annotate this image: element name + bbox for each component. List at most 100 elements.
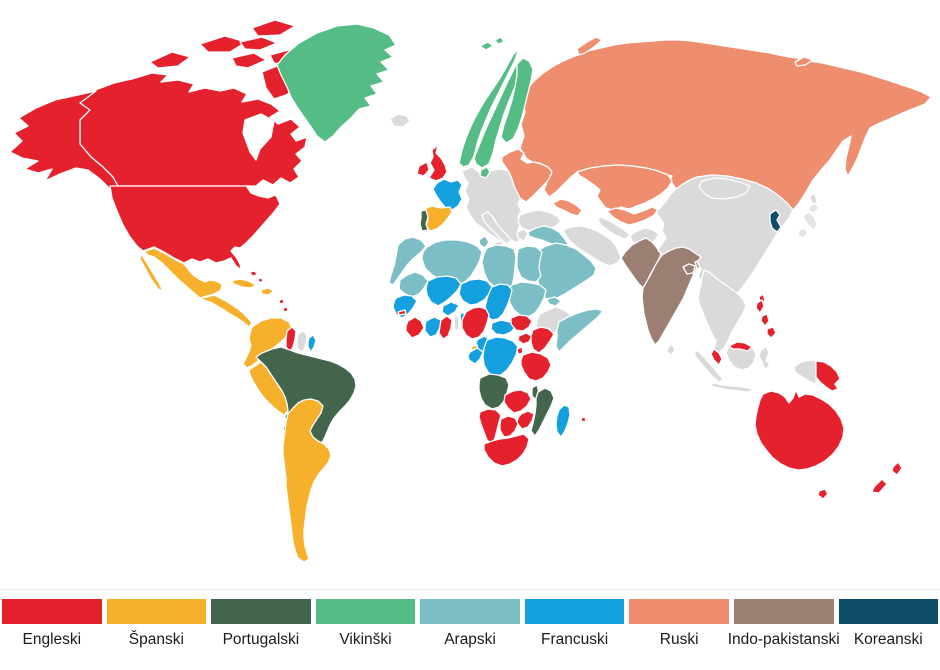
world-map [9, 19, 932, 563]
region-drc [482, 336, 519, 378]
legend-swatch-arapski [420, 599, 520, 624]
legend-label-vikinski: Vikinški [339, 631, 392, 648]
region-tunisia [478, 235, 490, 249]
region-borneo-north [728, 341, 753, 352]
region-tanzania [520, 351, 552, 382]
region-peru [248, 361, 289, 416]
legend-label-francuski: Francuski [541, 631, 609, 648]
region-philippines-2 [760, 313, 770, 327]
region-french-guiana [307, 334, 317, 353]
region-kyushu [797, 227, 809, 239]
region-central-asia [606, 206, 660, 226]
region-sierra-liberia [405, 316, 425, 339]
region-mauritania [398, 271, 429, 298]
region-ghana [438, 315, 453, 340]
region-car [490, 319, 517, 336]
region-hispaniola [260, 287, 275, 296]
region-honshu [802, 211, 818, 231]
region-malaysia [710, 348, 723, 366]
region-antilles-1 [278, 298, 285, 305]
legend-swatch-koreanski [838, 599, 939, 624]
region-philippines-3 [766, 326, 777, 339]
legend-swatch-ruski [629, 599, 729, 624]
legend-swatch-francuski [524, 599, 625, 624]
region-guyana [285, 326, 297, 353]
region-gambia [397, 309, 407, 316]
legend-item-engleski: Engleski [2, 599, 102, 648]
region-korea [769, 209, 782, 233]
legend-item-portugalski: Portugalski [211, 599, 311, 648]
region-nz-south [871, 478, 888, 494]
region-uk [428, 144, 448, 182]
region-great-lakes [246, 186, 276, 199]
region-mozambique [530, 387, 555, 437]
region-burkina [441, 301, 460, 317]
region-canada [79, 72, 308, 187]
region-france [432, 178, 463, 211]
legend-item-arapski: Arapski [420, 599, 520, 648]
region-mongolia [698, 177, 751, 200]
region-turkmenistan [597, 216, 631, 240]
region-turkey [517, 209, 562, 232]
region-denmark [479, 166, 491, 179]
region-egypt [516, 245, 543, 283]
region-south-sudan [510, 314, 533, 332]
legend-item-francuski: Francuski [524, 599, 625, 648]
legend-label-indo-pakistanski: Indo-pakistanski [727, 631, 840, 648]
region-ireland [416, 161, 430, 177]
legend-item-koreanski: Koreanski [838, 599, 939, 648]
region-central-america [199, 294, 253, 328]
region-nz-north [891, 461, 903, 476]
region-rwanda [516, 346, 524, 355]
region-madagascar [555, 404, 571, 438]
region-west-papua [793, 359, 817, 385]
legend-item-vikinski: Vikinški [315, 599, 416, 648]
region-greece [516, 228, 529, 242]
legend-item-ruski: Ruski [629, 599, 729, 648]
legend-item-indo-pakistanski: Indo-pakistanski [728, 599, 840, 648]
region-bangladesh [682, 263, 696, 275]
region-arctic-1 [149, 51, 191, 69]
legend-item-spanski: Španski [106, 599, 207, 648]
region-sumatra [693, 349, 724, 383]
region-arctic-5 [231, 52, 267, 69]
region-mexico [143, 247, 223, 299]
region-southern-cone [282, 398, 332, 563]
region-novaya-zemlya [576, 36, 603, 56]
region-hokkaido [808, 202, 820, 214]
legend-label-spanski: Španski [128, 631, 184, 648]
region-cuba [230, 278, 257, 289]
region-java [710, 382, 754, 393]
legend-swatch-indo-pakistanski [733, 599, 834, 624]
region-mali [425, 275, 462, 307]
region-svalbard-1 [479, 41, 494, 51]
legend-label-koreanski: Koreanski [853, 631, 923, 648]
region-kenya [530, 326, 555, 354]
region-norway [458, 47, 520, 168]
legend-label-portugalski: Portugalski [222, 631, 300, 648]
region-caucasus [552, 198, 583, 217]
region-bahamas-1 [249, 270, 258, 277]
region-zimbabwe [516, 410, 535, 430]
region-east-europe [501, 148, 553, 203]
region-siberian-islands [794, 56, 814, 67]
legend-label-ruski: Ruski [659, 631, 699, 648]
region-sudan [507, 281, 547, 318]
region-namibia [478, 408, 502, 445]
region-italy [481, 211, 512, 245]
region-sri-lanka [666, 343, 676, 356]
region-angola [478, 373, 510, 410]
region-uganda [517, 332, 533, 345]
region-greenland [276, 23, 397, 143]
legend-swatch-spanski [106, 599, 207, 624]
region-mauritius [580, 416, 587, 423]
legend-swatch-vikinski [315, 599, 416, 624]
region-togo [453, 314, 460, 332]
region-antilles-2 [282, 306, 289, 313]
region-hudson-bay [242, 113, 275, 161]
region-bahamas-2 [257, 277, 264, 283]
region-png [815, 360, 841, 392]
region-arctic-4 [239, 36, 278, 51]
region-morocco-wsahara [388, 236, 427, 286]
